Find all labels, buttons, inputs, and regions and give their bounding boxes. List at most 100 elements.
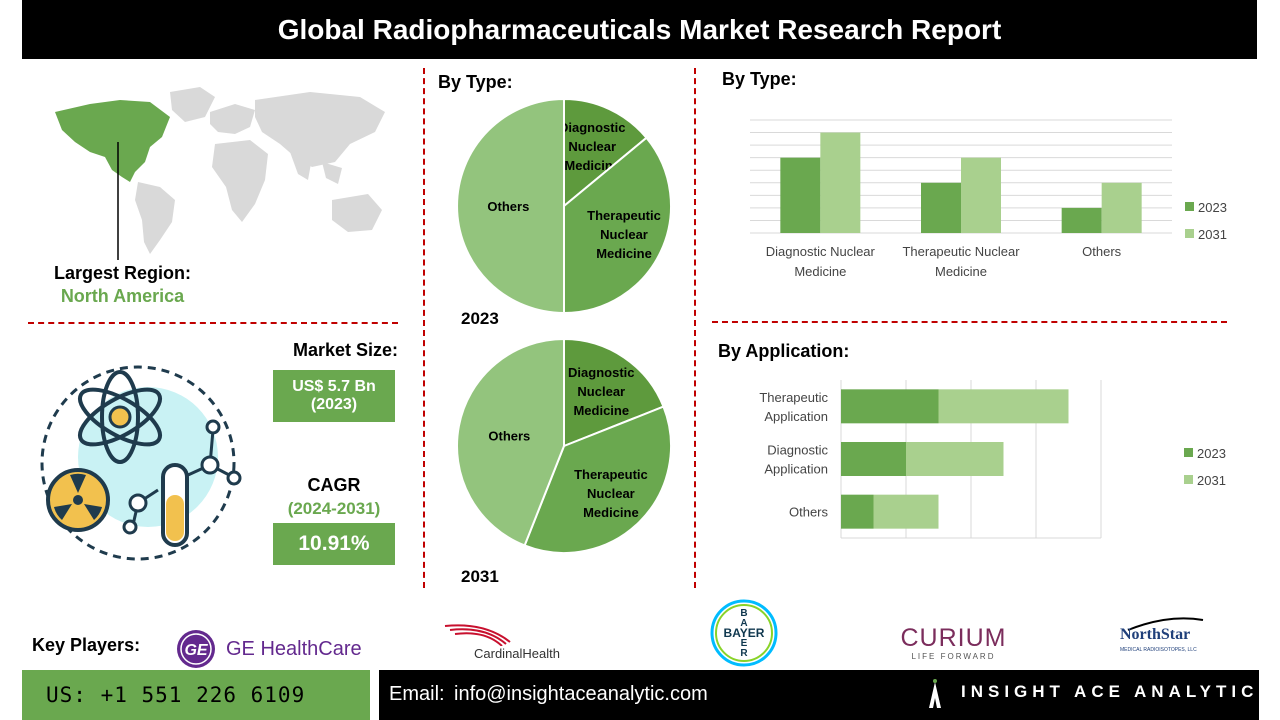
world-map [50,82,390,262]
bar-chart-by-application: Therapeutic Application Diagnostic Applicat… [720,372,1260,544]
email-address[interactable]: info@insightaceanalytic.com [454,683,708,705]
bayer-cross-icon: B A E R BAYER [710,599,778,667]
ge-logo-icon: GE [177,630,215,668]
pie-label: Therapeutic Nuclear Medicine [587,208,661,261]
svg-text:GE: GE [184,642,208,659]
bar-2031-2 [1101,182,1142,233]
bar-2023-0 [780,157,821,233]
legend-label: 2031 [1197,473,1226,488]
contact-bar: Email: info@insightaceanalytic.com INSIG… [379,670,1259,720]
map-asia [255,92,385,167]
bar-2023-2 [1061,207,1102,233]
pie-year-2023: 2023 [461,309,499,328]
pie-year-2031: 2031 [461,567,499,586]
divider-vertical-left [423,68,425,588]
legend-swatch [1185,229,1194,238]
pie-label: Others [488,429,530,444]
svg-text:B: B [740,608,747,619]
cagr-label: CAGR [307,475,361,495]
cardinal-health-name: CardinalHealth [474,646,560,661]
bar-chart-by-type: Diagnostic Nuclear Medicine Therapeutic Nu… [740,110,1260,285]
pie-label: Diagnostic Nuclear Medicine [559,120,625,173]
pie-section-title: By Type: [438,72,513,92]
category-label: Therapeutic Application [759,390,828,424]
curium-name: CURIUM [900,624,1007,652]
email-label: Email: [389,683,445,705]
northstar-arc-icon [1127,617,1204,631]
map-europe [210,104,255,134]
bar-2023-1 [841,442,906,476]
curium-tagline: LIFE FORWARD [911,652,996,661]
map-south-america [135,182,175,254]
bar-2023-2 [841,494,874,529]
map-greenland [170,87,215,122]
phone-number[interactable]: US: +1 551 226 6109 [46,683,306,707]
northstar-name: NorthStar [1120,626,1191,643]
market-size-box: US$ 5.7 Bn (2023) [273,370,395,422]
market-size-year: (2023) [310,396,358,413]
pie-label: Diagnostic Nuclear Medicine [568,365,634,418]
pie-chart-2031: Diagnostic Nuclear Medicine Therapeutic Nucl… [452,336,682,561]
market-size-value: US$ 5.7 Bn [292,378,376,395]
legend-label: 2031 [1198,227,1227,242]
category-label: Therapeutic Nuclear Medicine [902,244,1020,279]
bar-2031-0 [938,389,1069,424]
bar-type-title: By Type: [722,69,797,89]
pie-chart-2023: Diagnostic Nuclear Medicine Therapeutic Nucl… [452,96,682,321]
northstar-tagline: MEDICAL RADIOISOTOPES, LLC [1120,647,1197,653]
logo-cardinal-health: CardinalHealth [440,622,580,662]
pie-slice-therapeutic-nuclear-medicine [563,136,672,315]
brand-name: INSIGHT ACE ANALYTIC [961,682,1259,701]
legend-swatch [1185,202,1194,211]
logo-curium: CURIUM LIFE FORWARD [896,624,1011,664]
divider-right [712,321,1227,323]
map-north-america [55,100,170,182]
cagr-period: (2024-2031) [287,499,381,518]
pie-slice-diagnostic-nuclear-medicine [563,337,665,448]
phone-bar: US: +1 551 226 6109 [22,670,370,720]
bar-application-title: By Application: [718,341,850,361]
bar-2023-0 [841,389,939,424]
key-players-label: Key Players: [32,635,141,655]
bar-2031-2 [873,494,939,529]
page-title: Global Radiopharmaceuticals Market Resea… [22,0,1257,59]
cardinal-swoosh-icon [444,624,511,647]
bar-2031-1 [906,442,1004,476]
legend-swatch [1184,448,1193,457]
pie-slice-diagnostic-nuclear-medicine [563,97,648,209]
radiopharma-illustration [38,365,243,565]
bar-2031-0 [820,132,861,233]
logo-ge-healthcare: GE GE HealthCare [176,629,376,669]
svg-text:E: E [741,638,748,649]
pie-label: Therapeutic Nuclear Medicine [574,467,648,520]
divider-left [28,322,398,324]
largest-region-value: North America [60,286,185,306]
cagr-value: 10.91% [273,523,395,565]
logo-northstar: NorthStar MEDICAL RADIOISOTOPES, LLC [1118,614,1208,662]
market-size-label: Market Size: [292,340,398,360]
map-australia [332,194,382,232]
svg-text:R: R [740,648,748,659]
legend-label: 2023 [1197,446,1226,461]
category-label: Others [1082,244,1122,259]
insight-ace-logo-icon [929,679,941,708]
ge-healthcare-name: GE HealthCare [226,637,362,660]
map-africa [212,140,268,222]
divider-vertical-right [694,68,696,588]
bayer-name: BAYER [724,626,765,640]
bar-2023-1 [921,182,961,233]
pie-slice-others [456,337,565,547]
legend-label: 2023 [1198,200,1227,215]
pie-label: Others [487,199,529,214]
map-south-asia [290,152,342,184]
largest-region-label: Largest Region: [53,263,191,283]
pie-slice-others [456,97,565,315]
category-label: Diagnostic Application [764,443,828,477]
category-label: Diagnostic Nuclear Medicine [766,244,876,279]
category-label: Others [789,505,829,520]
pie-slice-therapeutic-nuclear-medicine [523,405,672,554]
svg-text:A: A [740,618,747,629]
logo-bayer: B A E R BAYER [709,598,779,668]
bar-2031-1 [961,157,1001,233]
legend-swatch [1184,475,1193,484]
